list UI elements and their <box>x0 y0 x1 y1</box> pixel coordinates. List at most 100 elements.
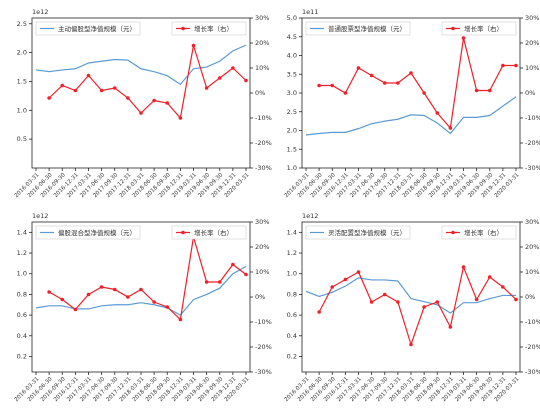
point <box>73 88 78 93</box>
point <box>178 116 183 120</box>
y-offset-label: 1e12 <box>302 212 318 220</box>
series-line <box>35 265 247 316</box>
point <box>317 83 321 88</box>
legend-box <box>171 21 247 36</box>
point <box>474 88 479 93</box>
y2-tick-label: -10% <box>255 114 272 122</box>
point <box>461 36 466 40</box>
y2-tick-label: 20% <box>525 243 539 251</box>
plot-frame <box>31 17 251 169</box>
y-offset-label: 1e11 <box>302 8 318 16</box>
point <box>487 275 492 279</box>
point <box>487 88 492 93</box>
point <box>112 287 117 292</box>
y-tick-label: 1.0 <box>287 164 297 172</box>
series-line <box>35 44 247 86</box>
y-tick-label: 4.0 <box>287 52 297 60</box>
legend-label: 增长率（右） <box>464 24 503 33</box>
point <box>165 101 170 105</box>
point <box>165 305 170 309</box>
legend-marker <box>451 230 455 235</box>
point <box>501 285 505 289</box>
y-tick-label: 1.0 <box>17 270 27 278</box>
legend-label: 主动偏股型净值规模（元） <box>58 24 136 33</box>
legend-marker <box>451 26 455 31</box>
point <box>178 317 183 322</box>
y-tick-label: 0.2 <box>287 352 297 360</box>
y-tick-label: 4.5 <box>287 33 297 41</box>
point <box>422 91 426 95</box>
point <box>396 81 400 85</box>
y2-tick-label: 0% <box>525 89 535 97</box>
y2-tick-label: 30% <box>255 218 269 226</box>
point <box>231 66 235 70</box>
y2-tick-label: 10% <box>255 268 269 276</box>
legend-label: 增长率（右） <box>464 228 503 237</box>
y2-tick-label: 20% <box>255 243 269 251</box>
legend-box <box>441 225 517 240</box>
point <box>47 290 51 294</box>
y-tick-label: 2.0 <box>17 49 27 57</box>
y-tick-label: 0.4 <box>287 332 297 340</box>
legend-marker <box>181 230 185 235</box>
y-tick-label: 0.6 <box>287 311 297 319</box>
point <box>126 96 130 100</box>
y-tick-label: 2.5 <box>287 108 297 116</box>
plot-frame <box>31 221 251 373</box>
y-tick-label: 5.0 <box>287 14 297 22</box>
point <box>244 78 248 83</box>
point <box>435 111 440 115</box>
point <box>86 292 91 297</box>
point <box>343 277 348 282</box>
series-line <box>318 264 517 347</box>
legend-label: 灵活配置型净值规模（元） <box>328 228 406 237</box>
y2-tick-label: -20% <box>525 343 540 351</box>
legend-marker <box>181 26 185 31</box>
y-tick-label: 2.0 <box>287 127 297 135</box>
y-tick-label: 1.2 <box>287 249 297 257</box>
point <box>152 98 156 103</box>
y2-tick-label: -10% <box>255 318 272 326</box>
y2-tick-label: 30% <box>525 218 539 226</box>
point <box>422 305 426 309</box>
point <box>435 300 440 304</box>
series-line <box>319 37 516 130</box>
point <box>191 43 196 48</box>
point <box>356 66 361 70</box>
y-offset-label: 1e12 <box>32 8 48 16</box>
point <box>47 96 51 100</box>
point <box>60 297 65 302</box>
point <box>382 292 387 297</box>
point <box>369 300 374 304</box>
y-tick-label: 0.4 <box>17 332 27 340</box>
point <box>514 63 518 68</box>
y2-tick-label: -30% <box>525 164 540 172</box>
y-tick-label: 1.0 <box>287 270 297 278</box>
y2-tick-label: -10% <box>525 114 540 122</box>
series-line <box>305 277 516 314</box>
plot-frame <box>301 221 521 373</box>
legend-box <box>441 21 517 36</box>
y-tick-label: 1.4 <box>287 228 297 236</box>
y2-tick-label: 10% <box>525 268 539 276</box>
legend-box <box>171 225 247 240</box>
y-tick-label: 3.0 <box>287 89 297 97</box>
point <box>448 325 453 329</box>
legend-box <box>305 21 411 36</box>
y2-tick-label: -20% <box>255 343 272 351</box>
point <box>461 265 466 269</box>
point <box>474 297 479 302</box>
point <box>514 297 518 302</box>
point <box>204 280 209 284</box>
y2-tick-label: 30% <box>255 14 269 22</box>
y2-tick-label: 0% <box>255 89 265 97</box>
y2-tick-label: 10% <box>525 64 539 72</box>
y-tick-label: 0.8 <box>17 290 27 298</box>
point <box>217 76 222 80</box>
point <box>139 287 143 292</box>
legend-box <box>305 225 411 240</box>
point <box>330 285 335 289</box>
point <box>448 126 453 130</box>
point <box>152 300 156 304</box>
